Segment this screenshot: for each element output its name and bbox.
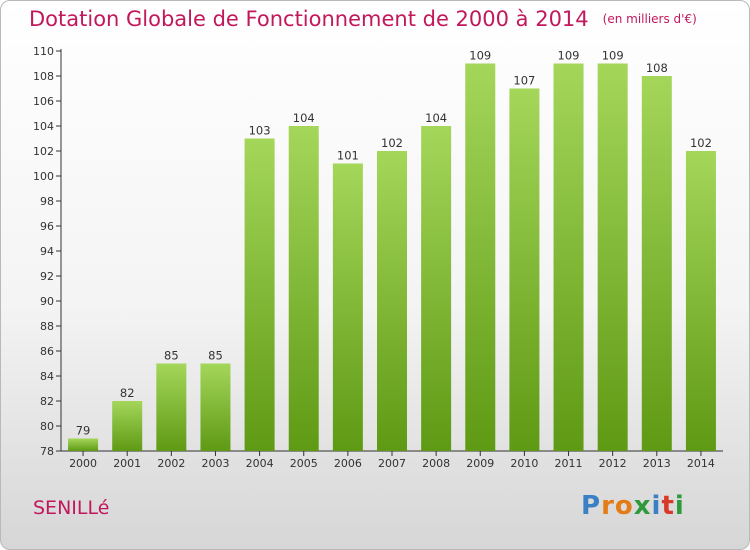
proxiti-logo: Proxiti <box>581 491 685 521</box>
y-tick-label: 80 <box>40 420 54 433</box>
x-tick-label: 2003 <box>201 457 229 470</box>
bar <box>244 138 275 451</box>
data-label: 85 <box>208 349 223 363</box>
data-label: 109 <box>558 49 580 63</box>
bar <box>465 63 496 451</box>
x-tick-label: 2013 <box>643 457 671 470</box>
y-tick-label: 78 <box>40 445 54 458</box>
x-tick-label: 2014 <box>687 457 715 470</box>
data-label: 85 <box>164 349 179 363</box>
logo-letter: i <box>651 491 662 521</box>
bar <box>597 63 628 451</box>
y-tick-label: 94 <box>40 245 54 258</box>
logo-letter: t <box>661 491 675 521</box>
logo-letter: x <box>633 491 652 521</box>
x-tick-label: 2007 <box>378 457 406 470</box>
y-tick-label: 106 <box>33 95 54 108</box>
bar <box>68 438 99 451</box>
y-tick-label: 96 <box>40 220 54 233</box>
x-tick-label: 2005 <box>290 457 318 470</box>
logo-letter: i <box>674 491 685 521</box>
x-tick-label: 2002 <box>157 457 185 470</box>
bar <box>288 126 319 451</box>
data-label: 109 <box>469 49 491 63</box>
data-label: 102 <box>690 136 712 150</box>
bars <box>68 63 716 451</box>
x-tick-label: 2001 <box>113 457 141 470</box>
y-tick-label: 82 <box>40 395 54 408</box>
logo-letter: P <box>581 491 602 521</box>
x-tick-label: 2012 <box>599 457 627 470</box>
y-tick-label: 110 <box>33 45 54 58</box>
x-tick-label: 2006 <box>334 457 362 470</box>
chart-title: Dotation Globale de Fonctionnement de 20… <box>29 7 697 31</box>
y-tick-label: 102 <box>33 145 54 158</box>
y-tick-label: 104 <box>33 120 54 133</box>
logo-letter: o <box>614 491 634 521</box>
x-tick-label: 2000 <box>69 457 97 470</box>
data-label: 103 <box>249 124 271 138</box>
data-label: 82 <box>120 386 135 400</box>
data-label: 79 <box>76 424 91 438</box>
data-label: 108 <box>646 61 668 75</box>
bar <box>421 126 452 451</box>
bar <box>112 401 143 451</box>
y-tick-label: 84 <box>40 370 54 383</box>
bar <box>685 151 716 451</box>
x-tick-label: 2009 <box>466 457 494 470</box>
y-tick-label: 88 <box>40 320 54 333</box>
y-tick-label: 92 <box>40 270 54 283</box>
axes: 78 80 82 84 86 88 90 92 94 96 98 100 102 104 106 108 110… <box>33 45 723 470</box>
data-label: 102 <box>381 136 403 150</box>
data-label: 101 <box>337 149 359 163</box>
x-tick-label: 2008 <box>422 457 450 470</box>
bar <box>641 76 672 451</box>
data-label: 109 <box>602 49 624 63</box>
chart-title-text: Dotation Globale de Fonctionnement de 20… <box>29 7 589 31</box>
y-tick-label: 86 <box>40 345 54 358</box>
data-label: 104 <box>425 111 447 125</box>
data-label: 104 <box>293 111 315 125</box>
bar <box>200 363 231 451</box>
logo-letter: r <box>601 491 615 521</box>
y-tick-label: 90 <box>40 295 54 308</box>
y-tick-label: 108 <box>33 70 54 83</box>
x-tick-label: 2004 <box>246 457 274 470</box>
bar <box>332 163 363 451</box>
data-label: 107 <box>513 74 535 88</box>
bar <box>553 63 584 451</box>
bar <box>156 363 187 451</box>
x-tick-label: 2010 <box>510 457 538 470</box>
x-tick-label: 2011 <box>555 457 583 470</box>
commune-name: SENILLé <box>33 497 110 519</box>
bar <box>509 88 540 451</box>
y-tick-label: 100 <box>33 170 54 183</box>
bar <box>377 151 407 451</box>
data-labels: 79 82 85 85 103 104 101 102 104 109 107 109 109 108 10… <box>76 49 712 438</box>
y-tick-label: 98 <box>40 195 54 208</box>
chart-subtitle: (en milliers d'€) <box>602 12 697 26</box>
